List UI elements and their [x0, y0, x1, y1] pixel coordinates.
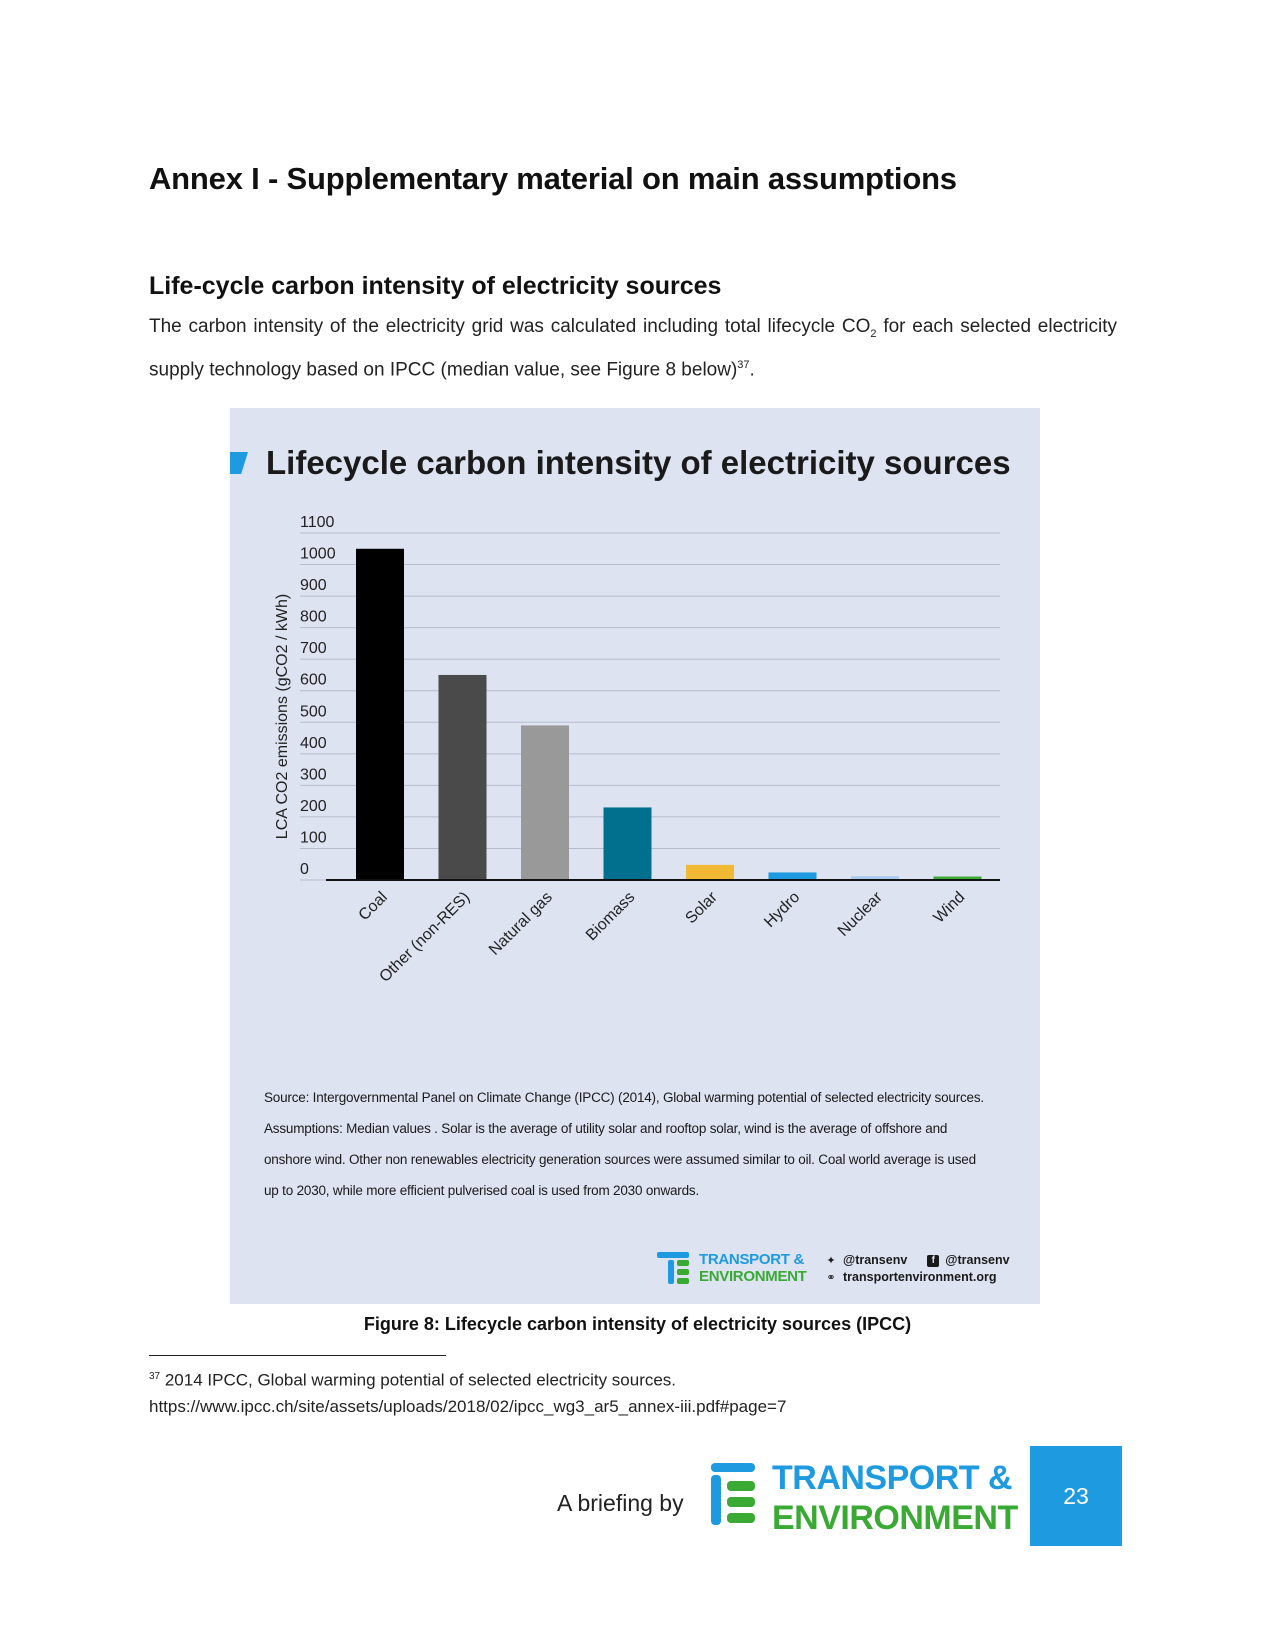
bar-nuclear [851, 876, 899, 880]
twitter-icon: ✦ [826, 1254, 836, 1267]
bar-natural-gas [521, 725, 569, 880]
bar-wind [933, 876, 982, 880]
figure-panel: Lifecycle carbon intensity of electricit… [230, 408, 1040, 1304]
x-tick-label: Coal [356, 889, 391, 924]
bar-biomass [603, 807, 652, 880]
footer-logo-text: TRANSPORT & ENVIRONMENT [772, 1458, 1018, 1538]
te-logo-icon-large [711, 1463, 755, 1525]
figure-logo-text: TRANSPORT & ENVIRONMENT [699, 1251, 807, 1285]
section-title: Life-cycle carbon intensity of electrici… [149, 272, 722, 300]
social-links: ✦ @transenv f @transenv ⚭ transportenvir… [825, 1252, 1010, 1286]
figure-title: Lifecycle carbon intensity of electricit… [266, 444, 1011, 481]
bar-coal [356, 548, 404, 880]
twitter-handle[interactable]: @transenv [843, 1253, 908, 1267]
y-tick-label: 500 [300, 703, 327, 720]
y-tick-label: 200 [300, 798, 327, 815]
figure-caption: Figure 8: Lifecycle carbon intensity of … [363, 1314, 912, 1334]
co2-subscript: 2 [870, 327, 877, 340]
x-tick-label: Biomass [583, 889, 638, 944]
x-tick-label: Natural gas [486, 889, 556, 959]
y-axis-label: LCA CO2 emissions (gCO2 / kWh) [274, 594, 291, 839]
website-link[interactable]: transportenvironment.org [843, 1270, 997, 1284]
briefing-label: A briefing by [557, 1490, 684, 1516]
source-note: Source: Intergovernmental Panel on Clima… [264, 1090, 984, 1105]
footnote-number: 37 [149, 1371, 161, 1382]
y-tick-label: 700 [300, 640, 327, 657]
footnote-divider [149, 1355, 446, 1356]
bar-chart: 0 100 200 300 400 500 600 700 800 900 1000 1100 LCA … [274, 514, 1000, 986]
figure-notes: Source: Intergovernmental Panel on Clima… [264, 1082, 994, 1206]
y-tick-label: 1000 [300, 546, 336, 563]
bar-solar [686, 864, 734, 880]
footer-logo-line2: ENVIRONMENT [772, 1499, 1018, 1537]
y-tick-label: 0 [300, 861, 309, 878]
page-title: Annex I - Supplementary material on main… [149, 161, 957, 196]
y-tick-label: 1100 [300, 514, 335, 531]
y-tick-label: 900 [300, 577, 327, 594]
figure-logo-line2: ENVIRONMENT [699, 1268, 807, 1285]
y-tick-label: 600 [300, 672, 327, 689]
x-tick-label: Other (non-RES) [376, 889, 473, 986]
bar-hydro [768, 872, 817, 880]
facebook-handle[interactable]: @transenv [945, 1253, 1010, 1267]
globe-icon: ⚭ [826, 1271, 836, 1284]
x-tick-label: Solar [682, 888, 721, 927]
assumptions-note: Assumptions: Median values . Solar is th… [264, 1121, 976, 1198]
intro-paragraph: The carbon intensity of the electricity … [149, 311, 1117, 385]
x-tick-label: Hydro [761, 889, 803, 931]
footnote-reference[interactable]: 37 [737, 358, 750, 371]
y-tick-label: 100 [300, 829, 327, 846]
bar-other-non-res [438, 674, 487, 880]
footer-logo-line1: TRANSPORT & [772, 1459, 1013, 1497]
y-tick-label: 400 [300, 735, 327, 752]
footnote-text: 2014 IPCC, Global warming potential of s… [160, 1370, 677, 1390]
x-tick-label: Nuclear [835, 888, 886, 939]
paragraph-text-2: for each selected electricity supply tec… [149, 316, 1117, 381]
figure-logo: TRANSPORT & ENVIRONMENT [657, 1250, 807, 1286]
paragraph-end: . [749, 359, 755, 381]
page-number: 23 [1030, 1446, 1122, 1546]
paragraph-text-1: The carbon intensity of the electricity … [149, 316, 871, 337]
facebook-icon: f [927, 1254, 940, 1267]
y-tick-label: 800 [300, 609, 327, 626]
figure-logo-line1: TRANSPORT & [699, 1251, 805, 1268]
footnote-url[interactable]: https://www.ipcc.ch/site/assets/uploads/… [149, 1396, 787, 1416]
x-tick-label: Wind [931, 889, 969, 927]
te-logo-icon [657, 1252, 689, 1284]
y-tick-label: 300 [300, 766, 327, 783]
footnote: 37 2014 IPCC, Global warming potential o… [149, 1364, 786, 1420]
